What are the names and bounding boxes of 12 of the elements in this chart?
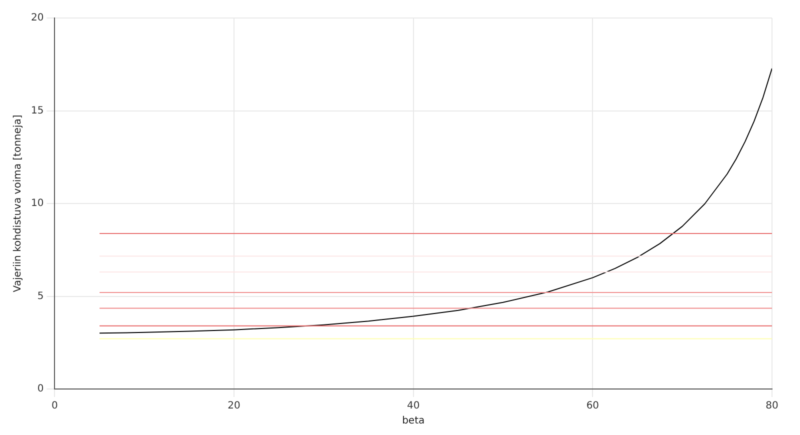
y-axis-title: Vajeriin kohdistuva voima [tonneja] (12, 114, 24, 292)
x-tick-label: 80 (766, 400, 778, 412)
x-tick-label: 20 (228, 400, 240, 412)
y-tick-label: 20 (30, 12, 44, 24)
x-tick-label: 60 (586, 400, 600, 412)
y-tick-label: 15 (30, 105, 44, 116)
x-tick-label: 40 (406, 400, 420, 412)
y-tick-label: 10 (30, 198, 44, 210)
y-tick-label: 5 (37, 290, 44, 302)
y-tick-label: 0 (37, 384, 44, 395)
x-axis-title: beta (402, 416, 425, 427)
x-tick-label: 0 (52, 400, 58, 412)
